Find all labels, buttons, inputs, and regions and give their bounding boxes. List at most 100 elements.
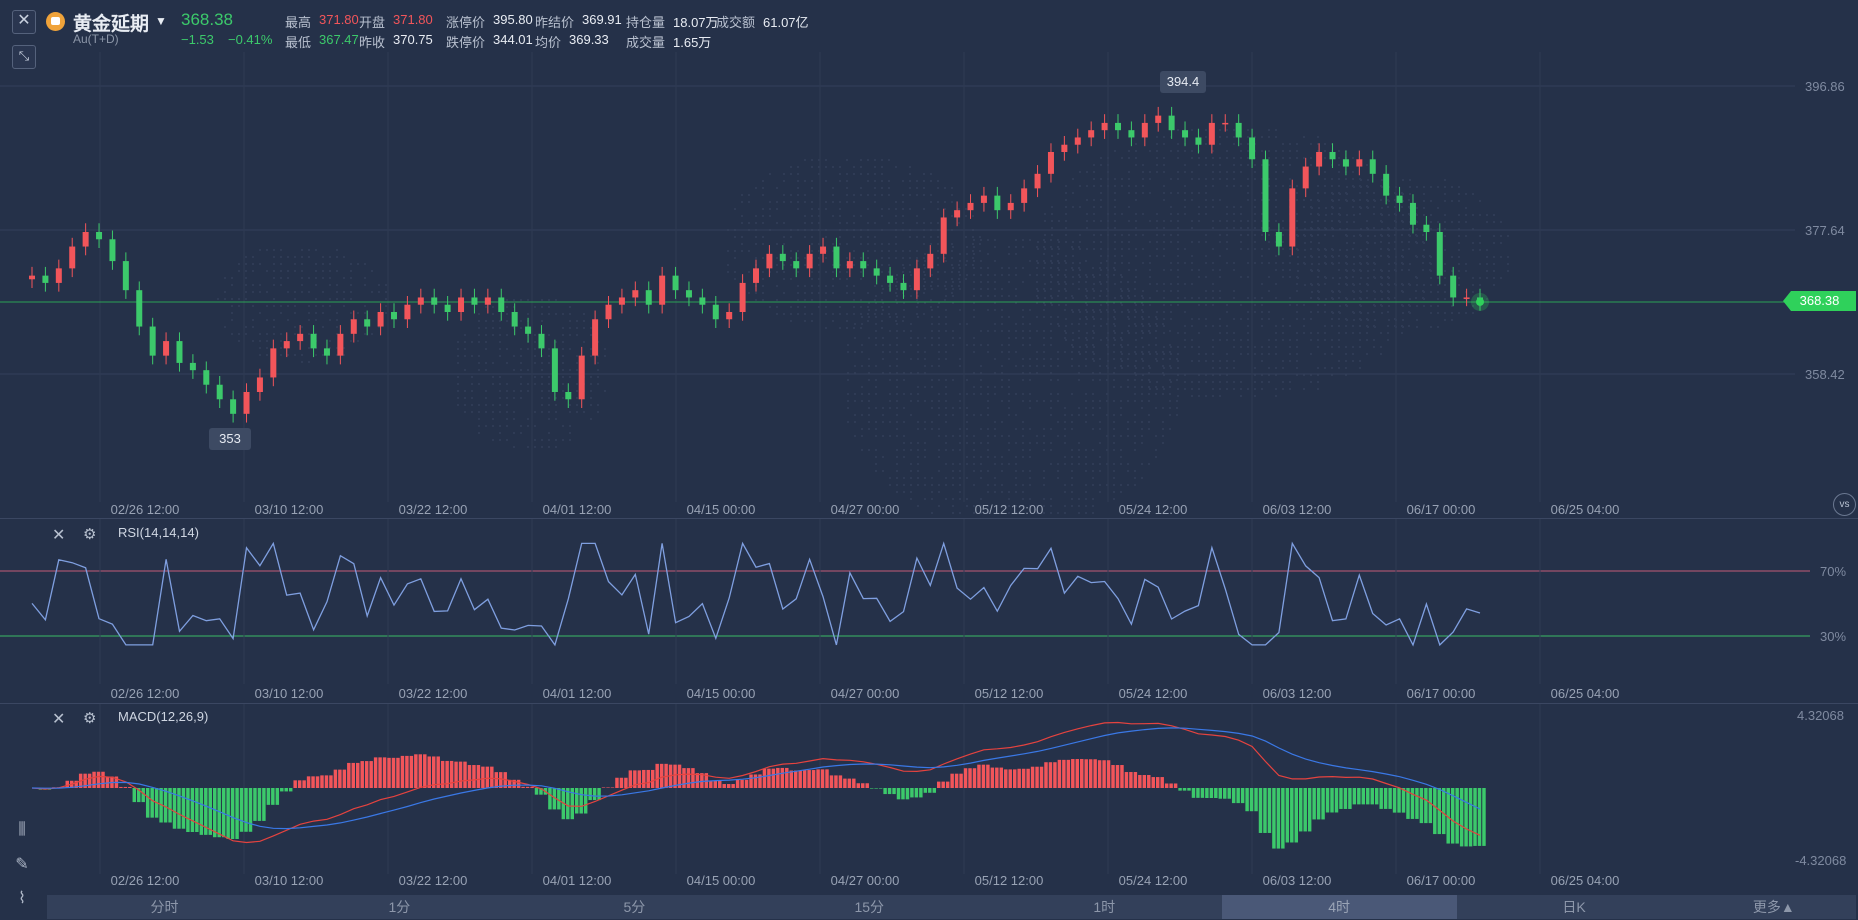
rsi-close-icon[interactable]: ✕ (52, 527, 66, 544)
map-dot (350, 270, 352, 272)
instrument-title[interactable]: 黄金延期 (73, 14, 150, 35)
map-dot (910, 449, 912, 451)
macd-histogram-bar (1196, 788, 1200, 798)
map-dot (1416, 326, 1418, 328)
close-icon[interactable]: ✕ (12, 10, 36, 34)
map-dot (1198, 269, 1200, 271)
tab-1[interactable]: 1分 (388, 899, 411, 915)
map-dot (322, 263, 324, 265)
rsi-settings-gear-icon[interactable]: ⚙ (83, 526, 97, 543)
map-dot (952, 267, 954, 269)
map-dot (952, 344, 954, 346)
rsi-chart[interactable]: 02/26 12:00 03/10 12:00 03/22 12:00 04/01 1… (0, 519, 1858, 703)
macd-histogram-bar (592, 788, 597, 801)
tab-6[interactable]: 日K (1562, 899, 1586, 915)
map-dot (1332, 249, 1334, 251)
price-chart[interactable]: 02/26 12:00 03/10 12:00 03/22 12:00 04/01 1… (0, 52, 1858, 518)
draw-pencil-icon[interactable]: ✎ (15, 856, 29, 873)
tab-2[interactable]: 5分 (623, 899, 646, 915)
map-dot (1317, 185, 1319, 187)
map-dot (1064, 309, 1066, 311)
map-dot (1359, 339, 1361, 341)
map-dot (1148, 400, 1150, 402)
compare-vs-button[interactable]: vs (1833, 493, 1856, 516)
map-dot (1317, 388, 1319, 390)
map-dot (867, 320, 869, 322)
map-dot (1155, 435, 1157, 437)
map-dot (1353, 214, 1355, 216)
macd-settings-gear-icon[interactable]: ⚙ (83, 710, 97, 727)
map-dot (755, 243, 757, 245)
map-dot (464, 397, 466, 399)
tab-0[interactable]: 分时 (150, 899, 179, 915)
map-dot (1015, 239, 1017, 241)
map-dot (1275, 171, 1277, 173)
map-dot (1381, 207, 1383, 209)
map-dot (1134, 484, 1136, 486)
map-dot (1079, 234, 1081, 236)
map-dot (1093, 346, 1095, 348)
macd-histogram-bar (892, 788, 896, 795)
map-dot (1437, 312, 1439, 314)
map-dot (1078, 274, 1080, 276)
tab-5[interactable]: 4时 (1221, 895, 1457, 919)
map-dot (1163, 318, 1165, 320)
map-dot (875, 337, 877, 339)
map-dot (853, 166, 855, 168)
map-dot (1022, 365, 1024, 367)
map-dot (1085, 295, 1087, 297)
map-dot (1409, 312, 1411, 314)
map-dot (1078, 379, 1080, 381)
macd-histogram-bar (1307, 788, 1312, 832)
map-dot (1079, 353, 1081, 355)
collapse-icon[interactable]: ⤡ (12, 45, 36, 69)
map-dot (1318, 249, 1320, 251)
map-dot (301, 326, 303, 328)
map-dot (931, 309, 933, 311)
map-dot (1044, 241, 1046, 243)
map-dot (1212, 227, 1214, 229)
tab-7[interactable]: 更多▲ (1752, 899, 1795, 915)
map-dot (1458, 193, 1460, 195)
map-dot (499, 320, 501, 322)
map-dot (1078, 463, 1080, 465)
map-dot (1318, 284, 1320, 286)
map-dot (811, 208, 813, 210)
candle-style-icon[interactable]: ⫼ (18, 821, 26, 838)
map-dot (499, 404, 501, 406)
x-axis-label: 06/25 04:00 (1551, 502, 1620, 517)
map-dot (1029, 470, 1031, 472)
macd-histogram-bar (1030, 766, 1035, 788)
map-dot (1289, 388, 1291, 390)
map-dot (958, 208, 960, 210)
tab-3[interactable]: 15分 (854, 899, 885, 915)
macd-close-icon[interactable]: ✕ (52, 711, 66, 728)
map-dot (804, 222, 806, 224)
map-dot (917, 372, 919, 374)
map-dot (1121, 346, 1123, 348)
map-dot (1149, 332, 1151, 334)
map-dot (1325, 298, 1327, 300)
map-dot (1339, 277, 1341, 279)
macd-histogram-bar (1374, 788, 1379, 805)
map-dot (1149, 269, 1151, 271)
map-dot (846, 159, 848, 161)
map-dot (1043, 358, 1045, 360)
chevron-down-icon[interactable]: ▼ (155, 14, 167, 28)
map-dot (951, 215, 953, 217)
indicator-icon[interactable]: ⌇ (18, 890, 26, 907)
map-dot (1289, 304, 1291, 306)
map-dot (1113, 379, 1115, 381)
map-dot (776, 243, 778, 245)
tab-4[interactable]: 1时 (1093, 899, 1116, 915)
macd-chart[interactable]: 02/26 12:00 03/10 12:00 03/22 12:00 04/01 1… (0, 704, 1858, 894)
map-dot (1387, 332, 1389, 334)
map-dot (1085, 351, 1087, 353)
map-dot (583, 320, 585, 322)
map-dot (499, 327, 501, 329)
map-dot (987, 344, 989, 346)
map-dot (1233, 136, 1235, 138)
map-dot (371, 291, 373, 293)
map-dot (1261, 311, 1263, 313)
map-dot (273, 333, 275, 335)
